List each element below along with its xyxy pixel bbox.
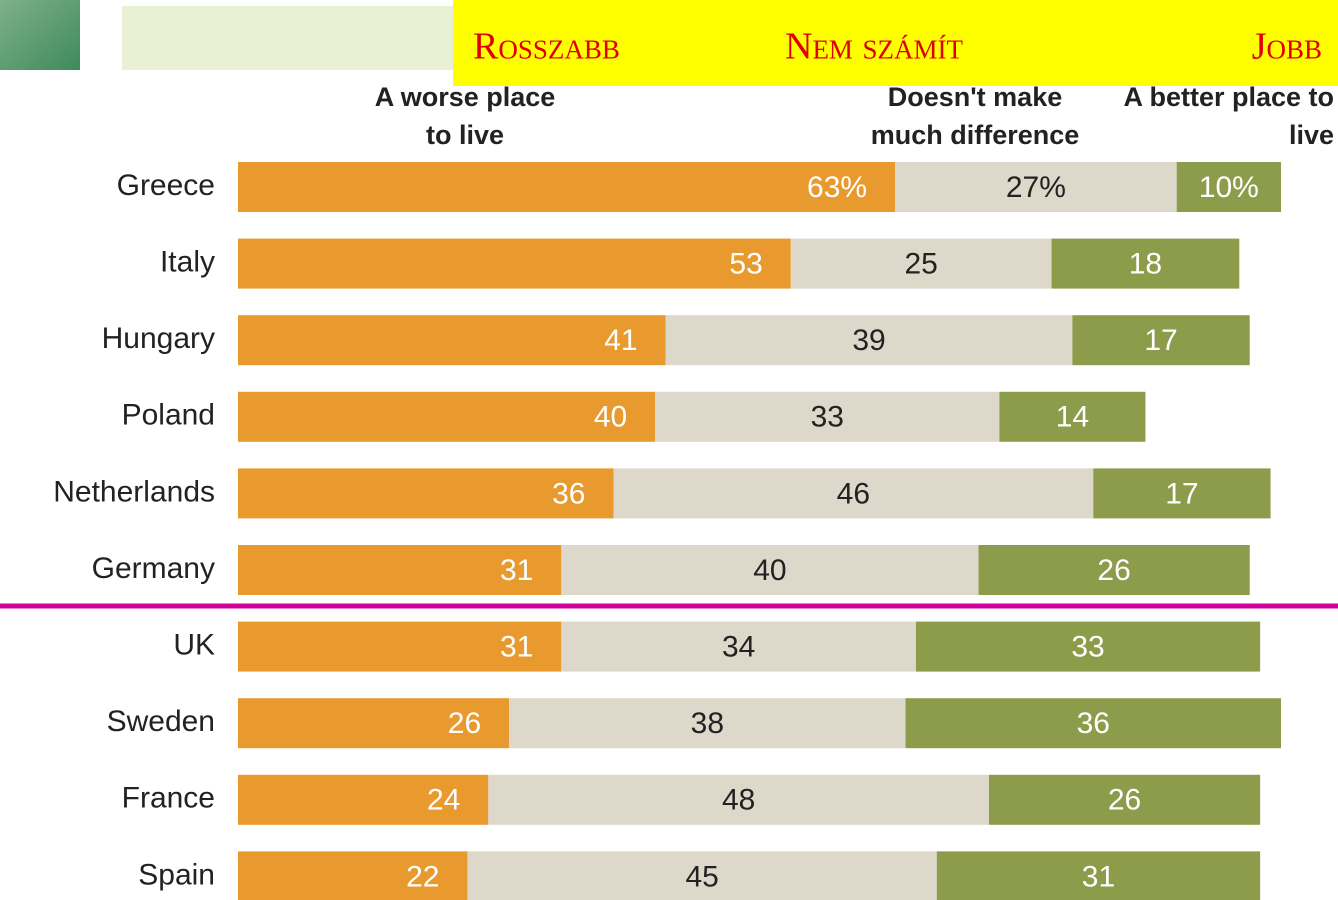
- category-label: Hungary: [102, 322, 215, 355]
- value-label: 27%: [1006, 171, 1066, 204]
- bar-segment: [238, 621, 562, 672]
- header-strip-edge: [122, 0, 462, 6]
- value-label: 48: [722, 784, 755, 817]
- category-label: Italy: [160, 246, 215, 279]
- value-label: 31: [500, 554, 533, 587]
- bar-segment: [915, 621, 1261, 672]
- bar-segment: [238, 162, 896, 212]
- value-label: 33: [1071, 631, 1104, 664]
- value-label: 41: [604, 324, 637, 357]
- category-label: Poland: [122, 399, 215, 432]
- bar-segment: [509, 698, 906, 749]
- value-label: 33: [811, 401, 844, 434]
- bar-segment: [665, 315, 1073, 366]
- category-label: Spain: [138, 858, 215, 891]
- bar-segment: [238, 698, 510, 749]
- series-header: A better place to live: [1123, 82, 1334, 150]
- bar-segment: [655, 391, 1000, 442]
- bar-segment: [895, 162, 1177, 212]
- value-label: 17: [1144, 324, 1177, 357]
- banner: [453, 0, 1338, 86]
- header-strip: [122, 0, 462, 70]
- series-header: A worse place to live: [374, 82, 556, 150]
- series-header: Doesn't make much difference: [870, 82, 1080, 150]
- category-label: Greece: [117, 169, 215, 202]
- value-label: 31: [500, 631, 533, 664]
- value-label: 22: [406, 860, 439, 893]
- value-label: 36: [1077, 707, 1110, 740]
- bar-segment: [238, 468, 614, 519]
- value-label: 31: [1082, 860, 1115, 893]
- value-label: 40: [753, 554, 786, 587]
- value-label: 18: [1129, 248, 1162, 281]
- value-label: 40: [594, 401, 627, 434]
- bar-segment: [988, 774, 1261, 825]
- bar-segment: [561, 621, 916, 672]
- category-label: Germany: [92, 552, 215, 585]
- value-label: 63%: [807, 171, 867, 204]
- bar-segment: [238, 238, 791, 289]
- bar-segment: [238, 315, 666, 366]
- bar-segment: [238, 851, 468, 900]
- value-label: 26: [448, 707, 481, 740]
- banner-label: Rosszabb: [473, 26, 620, 68]
- value-label: 14: [1056, 401, 1089, 434]
- value-label: 53: [729, 248, 762, 281]
- value-label: 25: [904, 248, 937, 281]
- bar-segment: [613, 468, 1094, 519]
- bar-segment: [488, 774, 989, 825]
- bar-segment: [905, 698, 1281, 749]
- bar-segment: [978, 545, 1250, 595]
- logo: [0, 0, 80, 70]
- value-label: 10%: [1199, 171, 1259, 204]
- banner-label: Jobb: [1252, 26, 1322, 68]
- category-label: France: [122, 782, 215, 815]
- value-label: 17: [1165, 477, 1198, 510]
- value-label: 26: [1108, 784, 1141, 817]
- value-label: 36: [552, 477, 585, 510]
- bar-segment: [1072, 315, 1250, 366]
- bar-segment: [1051, 238, 1240, 289]
- value-label: 39: [852, 324, 885, 357]
- value-label: 38: [691, 707, 724, 740]
- bar-segment: [790, 238, 1052, 289]
- bar-segment: [238, 391, 656, 442]
- bar-segment: [999, 391, 1146, 442]
- bar-segment: [467, 851, 937, 900]
- value-label: 34: [722, 631, 755, 664]
- bar-segment: [561, 545, 979, 595]
- category-label: UK: [173, 629, 215, 662]
- value-label: 46: [837, 477, 870, 510]
- bar-segment: [238, 774, 489, 825]
- category-label: Sweden: [107, 705, 215, 738]
- value-label: 24: [427, 784, 460, 817]
- category-label: Netherlands: [53, 475, 215, 508]
- value-label: 26: [1097, 554, 1130, 587]
- bar-segment: [936, 851, 1261, 900]
- bar-segment: [1093, 468, 1271, 519]
- bar-segment: [1176, 162, 1281, 212]
- bar-segment: [238, 545, 562, 595]
- banner-label: Nem számít: [785, 26, 963, 68]
- value-label: 45: [685, 860, 718, 893]
